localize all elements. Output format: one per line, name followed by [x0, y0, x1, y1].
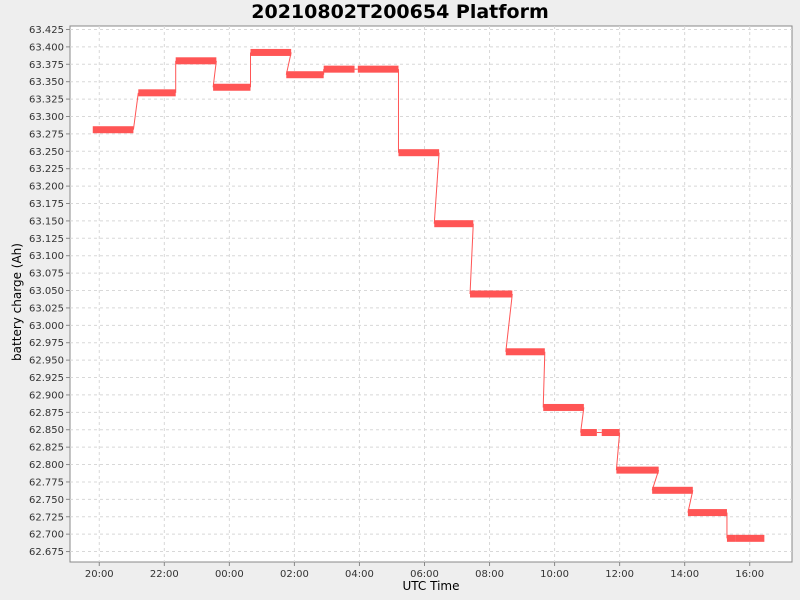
- y-tick-label: 63.000: [29, 321, 64, 332]
- y-tick-label: 62.975: [29, 338, 64, 349]
- series-segment: [251, 49, 292, 56]
- y-axis-label: battery charge (Ah): [10, 243, 24, 361]
- x-tick-label: 20:00: [85, 569, 114, 580]
- y-tick-label: 63.375: [29, 60, 64, 71]
- series-segment: [543, 404, 584, 411]
- series-segment: [727, 535, 735, 542]
- x-tick-label: 10:00: [540, 569, 569, 580]
- series-segment: [434, 220, 473, 227]
- y-tick-label: 63.300: [29, 112, 64, 123]
- x-axis-ticks: 20:00 22:00 00:00 02:00 04:00 06:00 08:00 10:00…: [85, 562, 764, 580]
- x-tick-label: 22:00: [150, 569, 179, 580]
- y-tick-label: 63.025: [29, 303, 64, 314]
- y-tick-label: 63.100: [29, 251, 64, 262]
- y-tick-label: 62.950: [29, 356, 64, 367]
- x-tick-label: 12:00: [605, 569, 634, 580]
- series-segment: [93, 126, 134, 133]
- series-segment: [286, 71, 323, 78]
- y-tick-label: 63.200: [29, 182, 64, 193]
- series-segment: [324, 66, 355, 73]
- x-tick-label: 08:00: [475, 569, 504, 580]
- series-segment: [652, 487, 693, 494]
- y-tick-label: 62.775: [29, 477, 64, 488]
- series-segment: [506, 348, 545, 355]
- y-axis-ticks: 62.675 62.700 62.725 62.750 62.775 62.800 62.8…: [29, 25, 70, 558]
- y-tick-label: 62.700: [29, 530, 64, 541]
- y-tick-label: 62.900: [29, 390, 64, 401]
- y-tick-label: 62.850: [29, 425, 64, 436]
- y-tick-label: 62.925: [29, 373, 64, 384]
- y-tick-label: 62.675: [29, 547, 64, 558]
- series-segment: [470, 291, 512, 298]
- series-segment: [398, 149, 439, 156]
- y-tick-label: 63.275: [29, 129, 64, 140]
- y-tick-label: 63.250: [29, 147, 64, 158]
- y-tick-label: 63.050: [29, 286, 64, 297]
- series-segment: [176, 57, 217, 64]
- series-segment: [688, 509, 727, 516]
- y-tick-label: 63.425: [29, 25, 64, 36]
- series-segment: [581, 429, 597, 436]
- x-tick-label: 14:00: [670, 569, 699, 580]
- series-segment: [358, 66, 399, 73]
- x-tick-label: 04:00: [345, 569, 374, 580]
- y-tick-label: 63.350: [29, 77, 64, 88]
- y-tick-label: 63.225: [29, 164, 64, 175]
- series-segment: [602, 429, 620, 436]
- y-tick-label: 63.175: [29, 199, 64, 210]
- x-tick-label: 02:00: [280, 569, 309, 580]
- y-tick-label: 62.750: [29, 495, 64, 506]
- series-segment: [616, 467, 658, 474]
- y-tick-label: 63.400: [29, 42, 64, 53]
- y-tick-label: 62.725: [29, 512, 64, 523]
- y-tick-label: 63.150: [29, 216, 64, 227]
- y-tick-label: 63.125: [29, 234, 64, 245]
- y-tick-label: 62.875: [29, 408, 64, 419]
- x-axis-label: UTC Time: [403, 579, 460, 593]
- y-tick-label: 62.800: [29, 460, 64, 471]
- series-segment: [213, 84, 250, 91]
- series-segment: [735, 535, 764, 542]
- x-tick-label: 00:00: [215, 569, 244, 580]
- x-tick-label: 16:00: [735, 569, 764, 580]
- y-tick-label: 63.325: [29, 95, 64, 106]
- y-tick-label: 63.075: [29, 269, 64, 280]
- y-tick-label: 62.825: [29, 443, 64, 454]
- series-segment: [138, 89, 175, 96]
